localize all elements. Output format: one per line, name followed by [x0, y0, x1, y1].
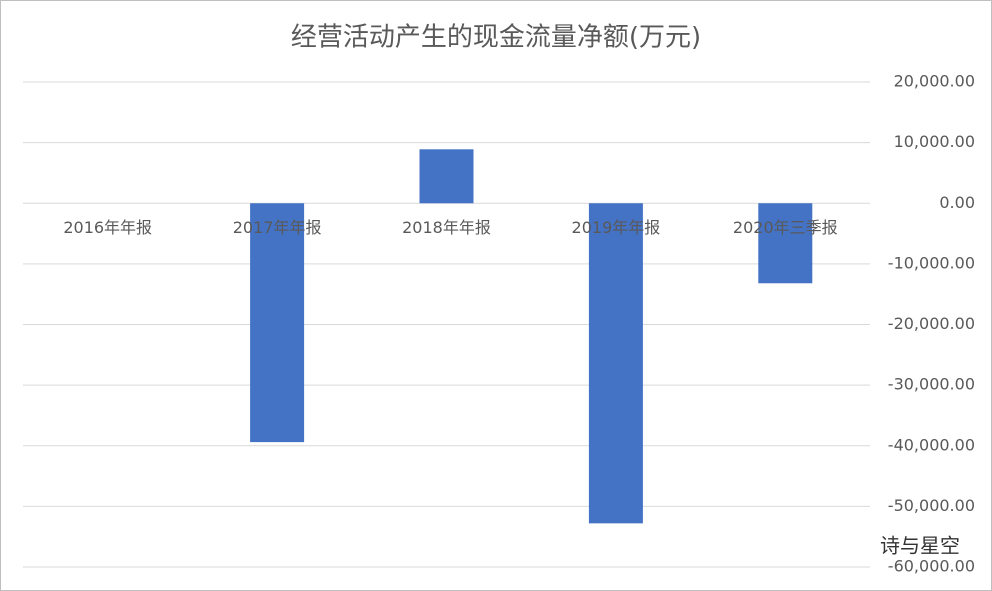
bar: [758, 203, 813, 284]
chart-title: 经营活动产生的现金流量净额(万元): [291, 23, 701, 53]
x-tick-label: 2016年年报: [63, 218, 152, 237]
bar: [250, 203, 305, 443]
y-tick-label: 0.00: [939, 193, 975, 212]
y-tick-label: 10,000.00: [894, 132, 975, 151]
bar: [419, 149, 474, 204]
bar: [588, 203, 643, 524]
y-tick-label: -60,000.00: [888, 557, 975, 576]
x-tick-label: 2020年三季报: [733, 218, 838, 237]
y-tick-label: -20,000.00: [888, 314, 975, 333]
y-tick-label: -30,000.00: [888, 375, 975, 394]
watermark: 诗与星空: [880, 534, 960, 558]
y-tick-label: -50,000.00: [888, 496, 975, 515]
x-tick-label: 2017年年报: [233, 218, 322, 237]
y-tick-label: -10,000.00: [888, 253, 975, 272]
x-tick-label: 2019年年报: [572, 218, 661, 237]
x-tick-label: 2018年年报: [402, 218, 491, 237]
y-tick-label: 20,000.00: [894, 72, 975, 91]
y-tick-label: -40,000.00: [888, 435, 975, 454]
